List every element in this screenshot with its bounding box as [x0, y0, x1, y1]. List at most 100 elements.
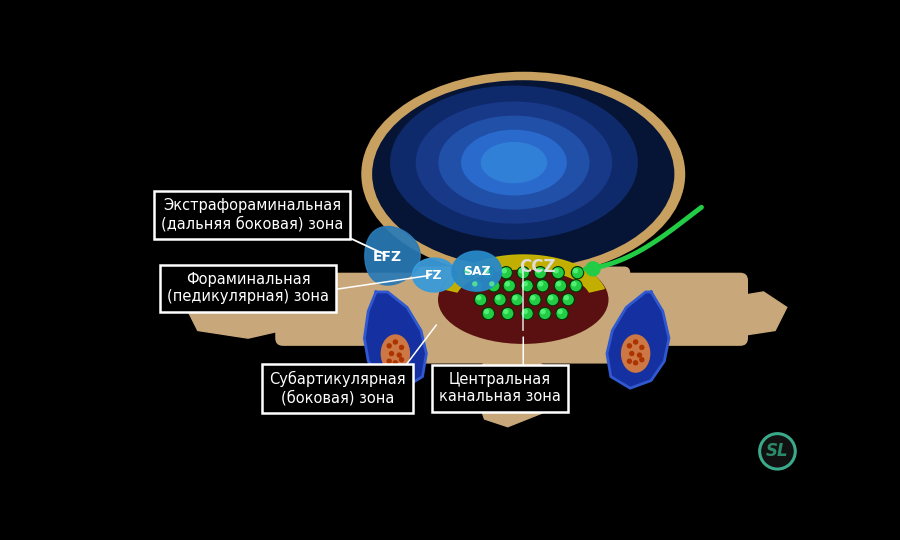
Circle shape	[538, 281, 544, 287]
Circle shape	[476, 295, 482, 300]
Ellipse shape	[416, 102, 612, 224]
Circle shape	[633, 339, 638, 345]
Circle shape	[633, 360, 638, 366]
Circle shape	[386, 359, 391, 364]
Ellipse shape	[461, 130, 567, 195]
Circle shape	[626, 343, 632, 348]
Circle shape	[557, 309, 562, 314]
Text: Субартикулярная
(боковая) зона: Субартикулярная (боковая) зона	[269, 371, 406, 406]
Text: EFZ: EFZ	[374, 251, 402, 264]
Text: FZ: FZ	[426, 268, 443, 281]
Polygon shape	[670, 292, 787, 338]
Polygon shape	[452, 251, 501, 291]
Circle shape	[585, 261, 601, 276]
Circle shape	[523, 281, 528, 287]
Circle shape	[512, 295, 517, 300]
Polygon shape	[364, 292, 427, 388]
Circle shape	[464, 268, 470, 273]
Circle shape	[483, 268, 490, 273]
Circle shape	[626, 359, 632, 364]
Circle shape	[760, 434, 796, 469]
Circle shape	[494, 294, 506, 306]
Circle shape	[552, 267, 564, 279]
Polygon shape	[412, 258, 455, 292]
Circle shape	[572, 267, 584, 279]
Polygon shape	[607, 292, 669, 388]
Text: Фораминальная
(педикулярная) зона: Фораминальная (педикулярная) зона	[167, 272, 329, 305]
Circle shape	[573, 268, 579, 273]
Circle shape	[511, 294, 523, 306]
Circle shape	[389, 351, 394, 356]
Circle shape	[482, 267, 495, 279]
Circle shape	[399, 357, 404, 362]
Circle shape	[572, 281, 577, 287]
Circle shape	[505, 281, 510, 287]
Ellipse shape	[438, 116, 590, 210]
Circle shape	[546, 294, 559, 306]
Text: Экстрафораминальная
(дальняя боковая) зона: Экстрафораминальная (дальняя боковая) зо…	[161, 198, 343, 232]
Ellipse shape	[372, 80, 674, 268]
Ellipse shape	[381, 334, 410, 373]
Circle shape	[500, 267, 512, 279]
Circle shape	[540, 309, 545, 314]
Ellipse shape	[481, 142, 547, 183]
Circle shape	[483, 309, 490, 314]
Circle shape	[548, 295, 554, 300]
FancyBboxPatch shape	[275, 273, 446, 346]
Circle shape	[503, 309, 508, 314]
FancyBboxPatch shape	[417, 267, 630, 363]
Circle shape	[629, 351, 634, 356]
Circle shape	[471, 280, 483, 292]
Ellipse shape	[621, 334, 651, 373]
Circle shape	[490, 281, 495, 287]
Circle shape	[556, 281, 562, 287]
Ellipse shape	[481, 354, 543, 384]
Circle shape	[539, 307, 551, 320]
Polygon shape	[442, 255, 604, 292]
Circle shape	[570, 280, 582, 292]
Circle shape	[637, 353, 643, 358]
Circle shape	[474, 294, 487, 306]
Ellipse shape	[361, 72, 685, 276]
Circle shape	[392, 339, 398, 345]
Text: CCZ: CCZ	[519, 258, 555, 275]
Ellipse shape	[390, 85, 638, 240]
Circle shape	[562, 294, 574, 306]
Polygon shape	[477, 357, 551, 427]
Circle shape	[639, 357, 644, 362]
FancyBboxPatch shape	[578, 273, 748, 346]
Circle shape	[523, 309, 528, 314]
Circle shape	[554, 268, 559, 273]
Polygon shape	[364, 226, 420, 285]
Circle shape	[536, 268, 541, 273]
Circle shape	[563, 295, 569, 300]
Circle shape	[530, 295, 536, 300]
Circle shape	[463, 267, 475, 279]
Circle shape	[528, 294, 541, 306]
Ellipse shape	[438, 255, 608, 344]
Text: Центральная
канальная зона: Центральная канальная зона	[439, 372, 561, 404]
Circle shape	[639, 345, 644, 350]
Text: SAZ: SAZ	[463, 265, 491, 278]
Circle shape	[536, 280, 549, 292]
Circle shape	[386, 343, 391, 348]
Circle shape	[517, 267, 529, 279]
Circle shape	[554, 280, 567, 292]
Circle shape	[503, 280, 516, 292]
Text: SL: SL	[766, 442, 788, 460]
Circle shape	[534, 267, 546, 279]
Circle shape	[521, 280, 534, 292]
Circle shape	[392, 360, 398, 366]
Polygon shape	[186, 292, 322, 338]
Circle shape	[501, 268, 507, 273]
Circle shape	[495, 295, 500, 300]
Circle shape	[399, 345, 404, 350]
Circle shape	[556, 307, 568, 320]
Circle shape	[397, 353, 402, 358]
Circle shape	[472, 281, 478, 287]
Circle shape	[482, 307, 495, 320]
Circle shape	[488, 280, 500, 292]
Circle shape	[521, 307, 534, 320]
Circle shape	[518, 268, 524, 273]
Circle shape	[501, 307, 514, 320]
